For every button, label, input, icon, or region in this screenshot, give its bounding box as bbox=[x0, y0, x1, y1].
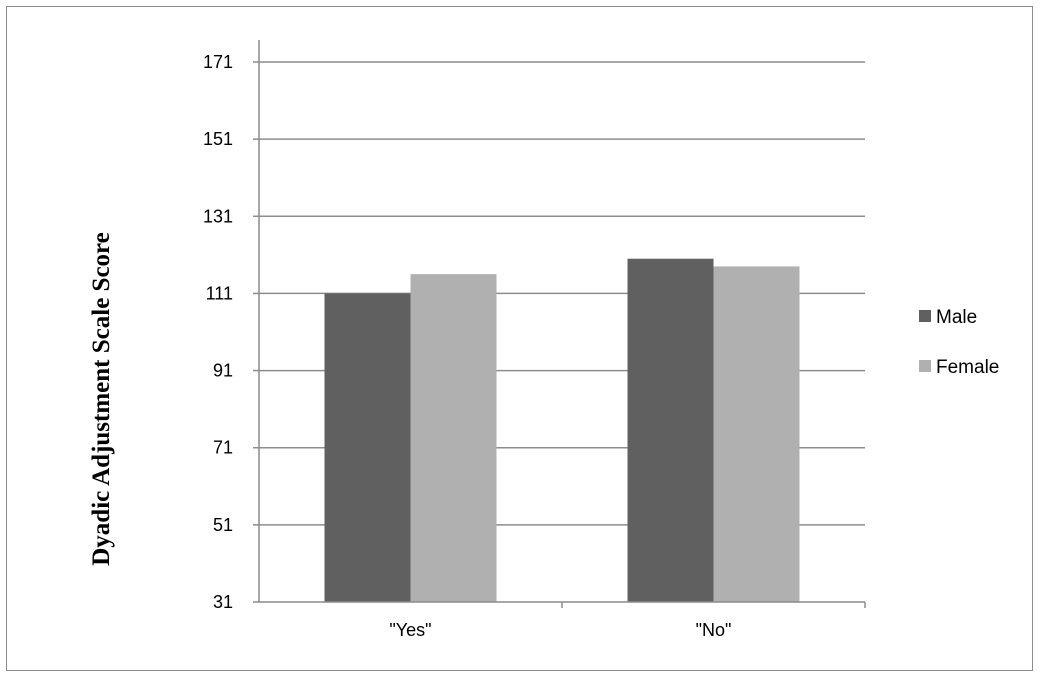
bar-female-1 bbox=[410, 274, 497, 602]
legend-swatch-male bbox=[919, 310, 931, 322]
bar-male-1 bbox=[324, 293, 411, 602]
y-tick-label: 151 bbox=[203, 129, 233, 149]
bar-male-2 bbox=[627, 258, 714, 602]
y-tick-labels: 31 51 71 91 111 131 151 171 bbox=[203, 52, 233, 612]
legend-label-female: Female bbox=[936, 357, 999, 378]
bar-chart: 31 51 71 91 111 131 151 171 "Yes" "No" Dyadic Ad… bbox=[88, 40, 999, 640]
bar-female-2 bbox=[713, 266, 800, 602]
legend-label-male: Male bbox=[936, 307, 977, 328]
y-tick-label: 31 bbox=[213, 592, 233, 612]
y-tick-label: 91 bbox=[213, 361, 233, 381]
y-tick-label: 71 bbox=[213, 438, 233, 458]
legend: Male Female bbox=[919, 307, 999, 378]
legend-swatch-female bbox=[919, 360, 931, 372]
y-axis-title: Dyadic Adjustment Scale Score bbox=[88, 232, 115, 566]
y-tick-label: 171 bbox=[203, 52, 233, 72]
y-tick-label: 111 bbox=[206, 283, 233, 303]
bars bbox=[324, 258, 800, 602]
x-tick-label: "No" bbox=[696, 620, 732, 640]
axes bbox=[253, 40, 866, 608]
x-tick-label: "Yes" bbox=[389, 620, 431, 640]
y-tick-label: 131 bbox=[203, 206, 233, 226]
y-tick-label: 51 bbox=[213, 515, 233, 535]
chart-frame: 31 51 71 91 111 131 151 171 "Yes" "No" Dyadic Ad… bbox=[6, 6, 1033, 671]
x-tick-labels: "Yes" "No" bbox=[389, 620, 731, 640]
